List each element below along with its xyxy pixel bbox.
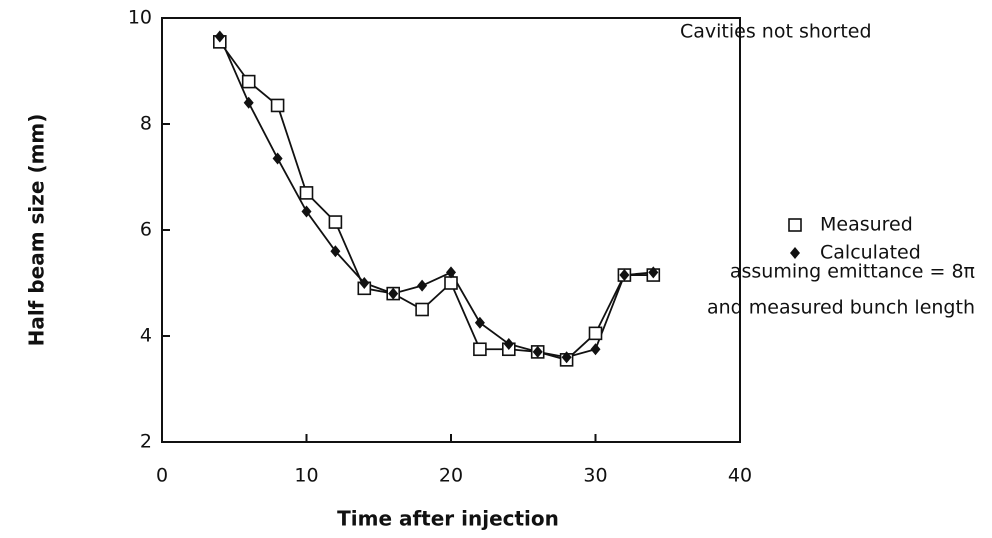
y-tick-label: 2 bbox=[140, 431, 152, 453]
annotation: Cavities not shorted bbox=[680, 21, 872, 43]
x-tick-label: 0 bbox=[156, 465, 168, 487]
data-point bbox=[415, 302, 429, 317]
data-point bbox=[619, 269, 630, 282]
data-point bbox=[473, 342, 487, 357]
data-point bbox=[388, 287, 399, 300]
data-point bbox=[270, 98, 285, 113]
data-point bbox=[474, 316, 485, 329]
x-tick-label: 10 bbox=[294, 465, 318, 487]
y-axis-label: Half beam size (mm) bbox=[25, 114, 49, 347]
legend-label: Measured bbox=[820, 214, 913, 236]
data-point bbox=[301, 205, 312, 218]
x-axis-label: Time after injection bbox=[337, 507, 559, 531]
series-line bbox=[218, 36, 654, 359]
data-point bbox=[588, 326, 603, 341]
data-point bbox=[214, 30, 225, 43]
data-point bbox=[272, 152, 283, 165]
data-point bbox=[241, 74, 256, 89]
data-point bbox=[532, 345, 543, 358]
y-tick-label: 8 bbox=[140, 113, 152, 135]
x-tick-label: 20 bbox=[439, 465, 463, 487]
y-tick-label: 6 bbox=[140, 219, 152, 241]
data-point bbox=[359, 277, 370, 289]
legend-marker bbox=[790, 247, 800, 259]
y-tick-label: 10 bbox=[128, 7, 152, 29]
legend-marker bbox=[788, 218, 802, 232]
x-tick-label: 40 bbox=[728, 465, 752, 487]
data-point bbox=[330, 245, 341, 258]
y-tick-label: 4 bbox=[140, 325, 152, 347]
legend-label: Calculated bbox=[820, 242, 921, 264]
data-point bbox=[299, 186, 314, 200]
data-point bbox=[590, 343, 601, 356]
data-point bbox=[328, 215, 343, 229]
data-point bbox=[648, 266, 659, 279]
data-point bbox=[446, 266, 456, 279]
note: and measured bunch length bbox=[707, 297, 975, 319]
data-point bbox=[444, 276, 458, 290]
series-line bbox=[219, 41, 654, 361]
note: assuming emittance = 8π bbox=[730, 261, 975, 283]
data-point bbox=[417, 279, 428, 292]
data-point bbox=[243, 96, 254, 109]
x-tick-label: 30 bbox=[583, 465, 607, 487]
data-point bbox=[561, 351, 572, 364]
data-point bbox=[503, 337, 514, 350]
